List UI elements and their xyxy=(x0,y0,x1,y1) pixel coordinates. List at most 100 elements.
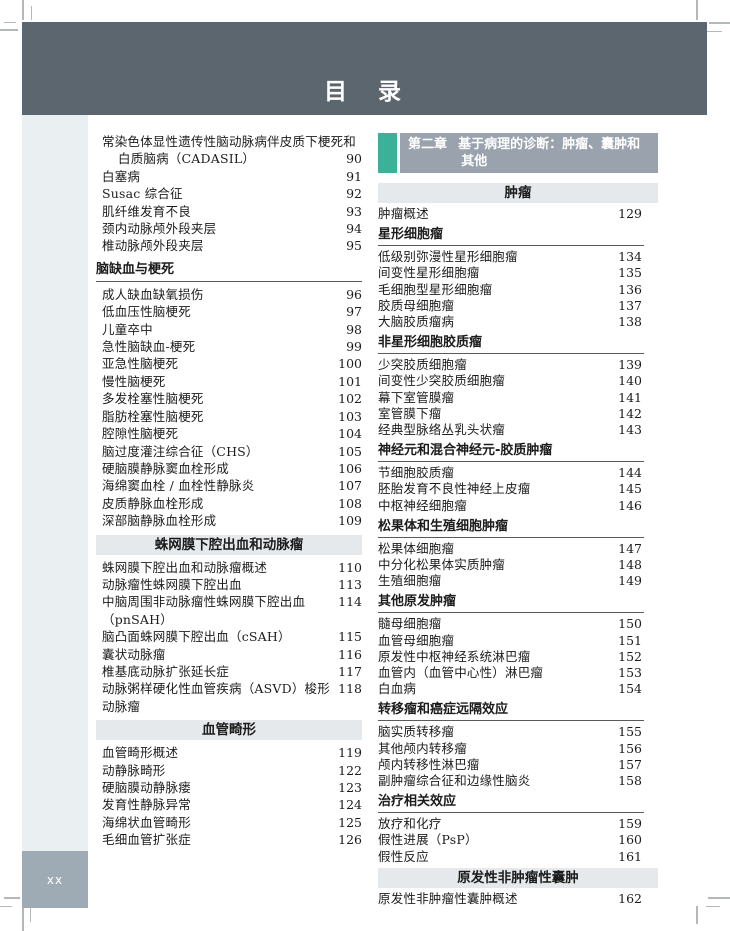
toc-entry-page: 98 xyxy=(346,321,362,337)
toc-entry-page: 119 xyxy=(338,745,362,761)
toc-entry: 硬脑膜动静脉瘘 123 xyxy=(96,779,362,796)
toc-entry-page: 135 xyxy=(618,265,642,281)
toc-entry: 血管内（血管中心性）淋巴瘤 153 xyxy=(378,665,642,681)
toc-entry-page: 161 xyxy=(618,848,642,864)
toc-entry-title: 颈内动脉颅外段夹层 xyxy=(102,221,217,237)
crop-mark xyxy=(696,906,698,924)
toc-entry-page: 107 xyxy=(338,478,362,494)
toc-entry-title: 松果体细胞瘤 xyxy=(378,540,455,556)
toc-entry-title: 蛛网膜下腔出血和动脉瘤概述 xyxy=(102,559,268,575)
chapter-title-text: 基于病理的诊断：肿瘤、囊肿和其他 xyxy=(458,137,641,169)
toc-entry-title: 囊状动脉瘤 xyxy=(102,646,166,662)
toc-entry-page: 157 xyxy=(618,756,642,772)
crop-mark xyxy=(706,31,722,32)
toc-entry-page: 96 xyxy=(346,286,362,302)
toc-entry-title: 假性进展（PsP） xyxy=(378,832,478,848)
toc-entry-title: 肿瘤概述 xyxy=(378,206,429,221)
toc-entry-page: 105 xyxy=(338,443,362,459)
toc-entry: 大脑胶质瘤病 138 xyxy=(378,314,642,330)
toc-entry-page: 125 xyxy=(338,814,362,830)
toc-entry-title: 节细胞胶质瘤 xyxy=(378,465,455,481)
toc-entry-title: 儿童卒中 xyxy=(102,321,153,337)
crop-mark xyxy=(4,897,20,899)
chapter-accent-block xyxy=(378,133,397,173)
toc-entry-title: 腔隙性脑梗死 xyxy=(102,426,179,442)
toc-entry: 少突胶质细胞瘤 139 xyxy=(378,357,642,373)
toc-entry: 放疗和化疗 159 xyxy=(378,816,642,832)
toc-entry-title: 深部脑静脉血栓形成 xyxy=(102,513,217,529)
toc-entry: 经典型脉络丛乳头状瘤 143 xyxy=(378,422,642,438)
toc-entry: 动脉瘤性蛛网膜下腔出血 113 xyxy=(96,576,362,593)
toc-entry-page: 139 xyxy=(618,357,642,373)
toc-entry-page: 158 xyxy=(618,773,642,789)
subsection-heading: 非星形细胞胶质瘤 xyxy=(378,335,644,355)
crop-mark xyxy=(0,906,12,907)
toc-entry: 脑过度灌注综合征（CHS） 105 xyxy=(96,443,362,460)
toc-entry-title: 中枢神经细胞瘤 xyxy=(378,497,467,513)
subsection-heading: 其他原发肿瘤 xyxy=(378,594,644,614)
toc-entry: 蛛网膜下腔出血和动脉瘤概述 110 xyxy=(96,559,362,576)
toc-entry-title: 脑凸面蛛网膜下腔出血（cSAH） xyxy=(102,629,291,645)
section-band: 蛛网膜下腔出血和动脉瘤 xyxy=(96,534,362,555)
chapter-title: 第二章 基于病理的诊断：肿瘤、囊肿和其他 xyxy=(408,136,650,170)
toc-entry: 假性反应 161 xyxy=(378,849,642,865)
toc-entry: 副肿瘤综合征和边缘性脑炎 158 xyxy=(378,773,642,789)
toc-entry-page: 153 xyxy=(618,665,642,681)
toc-entry-page: 108 xyxy=(338,495,362,511)
toc-entry: Susac 综合征 92 xyxy=(96,185,362,202)
toc-entry-page: 109 xyxy=(338,513,362,529)
toc-entry: 硬脑膜静脉窦血栓形成 106 xyxy=(96,460,362,477)
toc-entry: 胶质母细胞瘤 137 xyxy=(378,298,642,314)
toc-entry-title: 脑过度灌注综合征（CHS） xyxy=(102,443,259,459)
toc-entry-page: 103 xyxy=(338,408,362,424)
toc-entry-title: 少突胶质细胞瘤 xyxy=(378,357,467,373)
toc-entry-title: 原发性非肿瘤性囊肿概述 xyxy=(378,890,518,906)
toc-entry-page: 134 xyxy=(618,249,642,265)
toc-entry-page: 137 xyxy=(618,297,642,313)
toc-columns: 常染色体显性遗传性脑动脉病伴皮质下梗死和 白质脑病（CADASIL） 90 白塞病 91… xyxy=(96,133,658,907)
toc-entry-title: 动脉粥样硬化性血管疾病（ASVD）梭形动脉瘤 xyxy=(102,681,330,714)
toc-entry-title: 急性脑缺血-梗死 xyxy=(102,339,196,355)
toc-entry-title: 多发栓塞性脑梗死 xyxy=(102,391,204,407)
crop-mark xyxy=(708,897,730,899)
toc-entry-title: 间变性星形细胞瘤 xyxy=(378,265,480,281)
toc-entry-page: 141 xyxy=(618,389,642,405)
toc-entry-page: 149 xyxy=(618,573,642,589)
toc-entry-page: 114 xyxy=(338,594,362,610)
crop-mark xyxy=(31,6,32,20)
toc-entry-page: 126 xyxy=(338,832,362,848)
toc-entry-page: 138 xyxy=(618,314,642,330)
toc-entry-title: 经典型脉络丛乳头状瘤 xyxy=(378,422,506,438)
toc-entry: 椎基底动脉扩张延长症 117 xyxy=(96,663,362,680)
subsection-heading: 转移瘤和癌症远隔效应 xyxy=(378,702,644,722)
toc-entry-title: 硬脑膜静脉窦血栓形成 xyxy=(102,460,230,476)
chapter-number: 第二章 xyxy=(408,137,448,152)
crop-mark xyxy=(22,0,24,20)
toc-column-right: 第二章 基于病理的诊断：肿瘤、囊肿和其他 肿瘤 肿瘤概述 129 星形细胞瘤 低级别弥漫性… xyxy=(378,133,658,907)
toc-entry-page: 104 xyxy=(338,426,362,442)
chapter-heading: 第二章 基于病理的诊断：肿瘤、囊肿和其他 xyxy=(378,133,658,173)
toc-entry: 松果体细胞瘤 147 xyxy=(378,541,642,557)
crop-mark xyxy=(30,906,31,922)
toc-entry-page: 144 xyxy=(618,465,642,481)
toc-entry-page: 162 xyxy=(618,890,642,906)
toc-entry-title: 低血压性脑梗死 xyxy=(102,304,191,320)
toc-entry-title: 椎基底动脉扩张延长症 xyxy=(102,663,230,679)
toc-entry: 低级别弥漫性星形细胞瘤 134 xyxy=(378,249,642,265)
chapter-title-band: 第二章 基于病理的诊断：肿瘤、囊肿和其他 xyxy=(400,133,658,173)
toc-entry-page: 106 xyxy=(338,460,362,476)
toc-entry: 皮质静脉血栓形成 108 xyxy=(96,495,362,512)
toc-entry-page: 113 xyxy=(338,576,362,592)
crop-mark xyxy=(696,0,698,20)
toc-entry-title: 慢性脑梗死 xyxy=(102,373,166,389)
toc-entry-page: 151 xyxy=(618,632,642,648)
toc-entry: 腔隙性脑梗死 104 xyxy=(96,425,362,442)
toc-entry-page: 159 xyxy=(618,816,642,832)
toc-entry: 胚胎发育不良性神经上皮瘤 145 xyxy=(378,481,642,497)
toc-entry-page: 152 xyxy=(618,648,642,664)
subsection-heading: 星形细胞瘤 xyxy=(378,227,644,247)
toc-entry: 间变性星形细胞瘤 135 xyxy=(378,265,642,281)
toc-entry-title: 胶质母细胞瘤 xyxy=(378,297,455,313)
toc-entry-page: 154 xyxy=(618,681,642,697)
toc-entry-page: 100 xyxy=(338,356,362,372)
